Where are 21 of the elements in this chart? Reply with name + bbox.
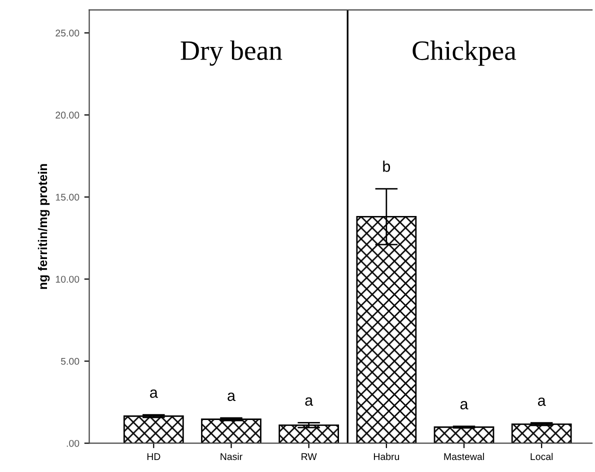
y-tick-label: .00 — [66, 440, 80, 447]
x-tick-label: Local — [530, 452, 553, 460]
y-tick-label: 5.00 — [60, 358, 80, 365]
annotation: a — [228, 392, 236, 402]
x-tick-label: RW — [302, 453, 317, 460]
x-tick-label: Mastewal — [444, 452, 484, 460]
y-tick-label: 10.00 — [56, 276, 80, 283]
annotation: a — [150, 390, 158, 398]
annotation: a — [305, 397, 314, 406]
y-tick-label: 20.00 — [56, 112, 80, 119]
annotation: Chickpea — [412, 40, 516, 66]
y-axis-title: ng ferritin/mg protein — [38, 164, 50, 289]
y-tick-label: 15.00 — [56, 194, 80, 201]
x-tick-label: Habru — [374, 452, 400, 460]
annotation: a — [460, 401, 468, 410]
annotation: Dry bean — [180, 40, 282, 66]
annotation: a — [538, 398, 546, 406]
x-tick-label: HD — [147, 453, 160, 460]
y-tick-label: 25.00 — [56, 30, 80, 37]
x-tick-label: Nasir — [220, 452, 242, 460]
annotation: b — [383, 160, 390, 172]
